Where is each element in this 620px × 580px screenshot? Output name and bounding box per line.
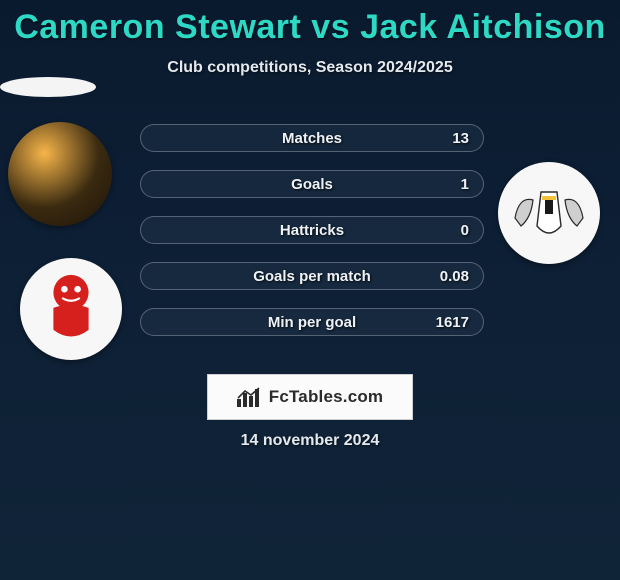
brand-logo-text: FcTables.com xyxy=(269,387,384,407)
stat-value: 0.08 xyxy=(440,268,469,285)
club-crest-red-icon xyxy=(38,270,104,348)
club-crest-shield-icon xyxy=(509,178,589,248)
stat-row: Goals1 xyxy=(140,170,484,198)
stat-value: 1 xyxy=(461,176,469,193)
club-right-crest xyxy=(498,162,600,264)
stat-row: Hattricks0 xyxy=(140,216,484,244)
stat-value: 13 xyxy=(452,130,469,147)
page-title: Cameron Stewart vs Jack Aitchison xyxy=(0,0,620,47)
date-label: 14 november 2024 xyxy=(0,432,620,450)
stat-value: 1617 xyxy=(436,314,469,331)
bars-icon xyxy=(237,387,263,407)
stat-label: Matches xyxy=(141,130,483,147)
stats-panel: Matches13 Goals1 Hattricks0 Goals per match… xyxy=(140,124,484,354)
card-container: Cameron Stewart vs Jack Aitchison Club c… xyxy=(0,0,620,580)
stat-label: Goals per match xyxy=(141,268,483,285)
stat-label: Hattricks xyxy=(141,222,483,239)
player-left-avatar xyxy=(8,122,112,226)
stat-value: 0 xyxy=(461,222,469,239)
stat-row: Min per goal1617 xyxy=(140,308,484,336)
stat-label: Min per goal xyxy=(141,314,483,331)
stat-row: Goals per match0.08 xyxy=(140,262,484,290)
stat-row: Matches13 xyxy=(140,124,484,152)
club-left-crest xyxy=(20,258,122,360)
brand-logo: FcTables.com xyxy=(207,374,413,420)
subtitle: Club competitions, Season 2024/2025 xyxy=(0,59,620,77)
stat-label: Goals xyxy=(141,176,483,193)
player-right-avatar xyxy=(0,77,96,97)
